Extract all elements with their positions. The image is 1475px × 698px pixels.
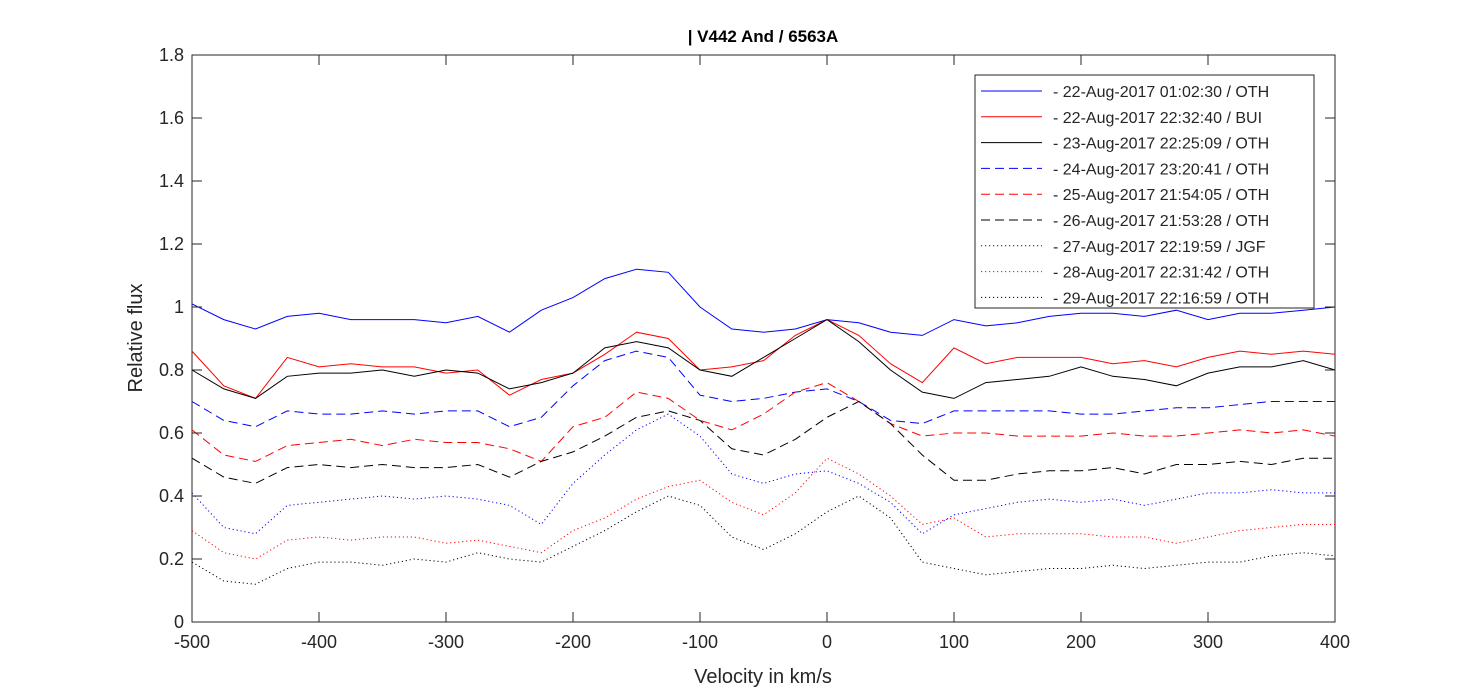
legend-label: - 25-Aug-2017 21:54:05 / OTH <box>1053 187 1269 204</box>
legend-label: - 28-Aug-2017 22:31:42 / OTH <box>1053 265 1269 282</box>
chart-title: | V442 And / 6563A <box>688 27 839 46</box>
series-line-1 <box>191 268 1336 336</box>
legend-item: - 22-Aug-2017 22:32:40 / BUI <box>981 110 1262 127</box>
y-tick-label: 0.2 <box>159 549 184 569</box>
ticks-layer: -500 -400 -300 -200 -100 0 100 200 300 400 0 0.2 0.4… <box>159 45 1350 652</box>
y-tick-label: 0.6 <box>159 423 184 443</box>
legend-item: - 25-Aug-2017 21:54:05 / OTH <box>981 187 1269 204</box>
legend-label: - 22-Aug-2017 01:02:30 / OTH <box>1053 84 1269 101</box>
legend-label: - 23-Aug-2017 22:25:09 / OTH <box>1053 136 1269 153</box>
legend: - 22-Aug-2017 01:02:30 / OTH - 22-Aug-201… <box>974 74 1315 309</box>
x-tick-label: -100 <box>682 632 718 652</box>
legend-item: - 29-Aug-2017 22:16:59 / OTH <box>981 290 1269 307</box>
legend-label: - 26-Aug-2017 21:53:28 / OTH <box>1053 213 1269 230</box>
legend-item: - 23-Aug-2017 22:25:09 / OTH <box>981 136 1269 153</box>
y-tick-label: 1.2 <box>159 234 184 254</box>
legend-label: - 27-Aug-2017 22:19:59 / JGF <box>1053 239 1266 256</box>
y-tick-label: 0 <box>174 612 184 632</box>
legend-item: - 22-Aug-2017 01:02:30 / OTH <box>981 84 1269 101</box>
legend-item: - 27-Aug-2017 22:19:59 / JGF <box>981 239 1266 256</box>
x-tick-label: -300 <box>428 632 464 652</box>
series-line-3 <box>191 319 1336 399</box>
series-line-7 <box>191 413 1335 535</box>
legend-item: - 26-Aug-2017 21:53:28 / OTH <box>981 213 1269 230</box>
legend-box <box>974 74 1315 309</box>
x-tick-label: 300 <box>1193 632 1223 652</box>
y-axis-label: Relative flux <box>125 284 147 393</box>
series-line-6 <box>191 400 1335 484</box>
x-tick-label: 100 <box>939 632 969 652</box>
legend-label: - 22-Aug-2017 22:32:40 / BUI <box>1053 110 1262 127</box>
x-tick-label: 0 <box>822 632 832 652</box>
legend-label: - 24-Aug-2017 23:20:41 / OTH <box>1053 161 1269 178</box>
series-line-9 <box>191 495 1336 585</box>
series-line-2 <box>191 319 1336 400</box>
x-tick-label: -200 <box>555 632 591 652</box>
y-tick-label: 1.6 <box>159 108 184 128</box>
legend-item: - 24-Aug-2017 23:20:41 / OTH <box>981 161 1269 178</box>
x-tick-label: 200 <box>1066 632 1096 652</box>
x-tick-label: -400 <box>301 632 337 652</box>
x-tick-label: 400 <box>1320 632 1350 652</box>
y-tick-label: 0.4 <box>159 486 184 506</box>
x-tick-label: -500 <box>174 632 210 652</box>
legend-item: - 28-Aug-2017 22:31:42 / OTH <box>981 265 1269 282</box>
y-tick-label: 1.8 <box>159 45 184 65</box>
series-layer <box>191 268 1336 585</box>
series-line-4 <box>191 350 1335 428</box>
series-line-8 <box>191 457 1335 560</box>
y-tick-label: 1 <box>174 297 184 317</box>
x-axis-label: Velocity in km/s <box>694 666 832 688</box>
legend-label: - 29-Aug-2017 22:16:59 / OTH <box>1053 290 1269 307</box>
series-line-5 <box>191 382 1336 462</box>
y-tick-label: 0.8 <box>159 360 184 380</box>
y-tick-label: 1.4 <box>159 171 184 191</box>
